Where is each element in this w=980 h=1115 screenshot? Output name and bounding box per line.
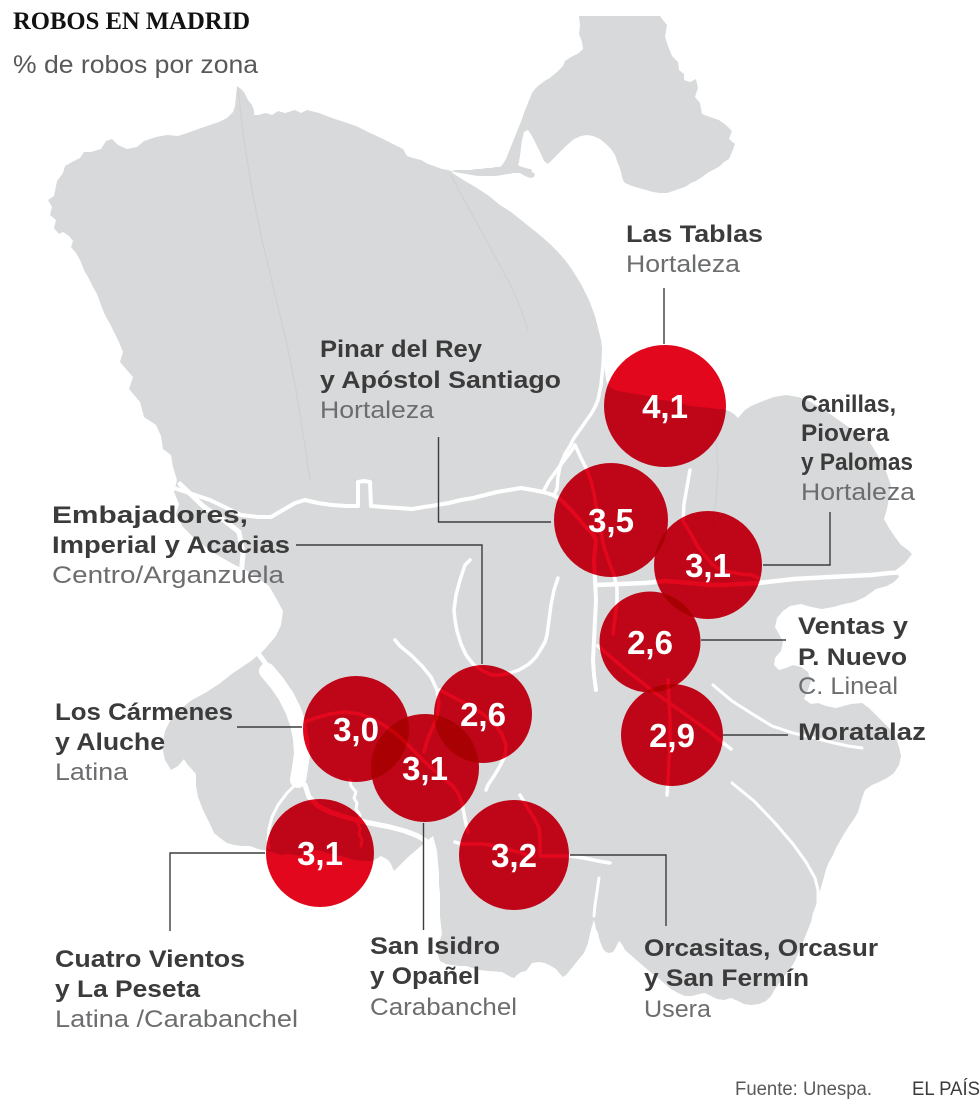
svg-text:Latina: Latina [55,759,129,786]
svg-text:Usera: Usera [644,996,712,1023]
svg-text:2,6: 2,6 [460,696,506,733]
svg-text:Las Tablas: Las Tablas [626,221,763,248]
svg-text:ROBOS EN MADRID: ROBOS EN MADRID [13,8,250,35]
svg-text:P. Nuevo: P. Nuevo [798,644,907,671]
svg-text:Latina /Carabanchel: Latina /Carabanchel [55,1006,298,1033]
svg-text:3,5: 3,5 [588,502,634,539]
svg-text:Moratalaz: Moratalaz [798,719,926,746]
svg-text:Hortaleza: Hortaleza [801,479,916,506]
svg-text:Cuatro Vientos: Cuatro Vientos [55,946,245,973]
svg-text:Pinar del Rey: Pinar del Rey [320,336,483,363]
svg-text:3,1: 3,1 [685,547,731,584]
svg-text:Hortaleza: Hortaleza [626,251,741,278]
svg-text:3,1: 3,1 [297,835,343,872]
svg-text:Embajadores,: Embajadores, [52,502,248,529]
svg-text:Ventas y: Ventas y [798,613,909,640]
svg-text:Imperial y Acacias: Imperial y Acacias [52,532,290,559]
svg-text:Centro/Arganzuela: Centro/Arganzuela [52,562,285,589]
svg-text:2,9: 2,9 [649,717,695,754]
svg-text:Hortaleza: Hortaleza [320,397,435,424]
svg-text:3,2: 3,2 [491,837,537,874]
svg-text:Orcasitas, Orcasur: Orcasitas, Orcasur [644,935,878,962]
svg-text:Los Cármenes: Los Cármenes [55,699,233,726]
svg-text:y Opañel: y Opañel [370,963,480,990]
svg-text:4,1: 4,1 [642,388,688,425]
svg-text:y San Fermín: y San Fermín [644,965,809,992]
svg-text:C. Lineal: C. Lineal [798,673,898,700]
svg-text:EL PAÍS: EL PAÍS [912,1079,980,1100]
svg-text:Fuente: Unespa.: Fuente: Unespa. [735,1079,872,1100]
svg-text:Carabanchel: Carabanchel [370,994,517,1021]
svg-text:y Palomas: y Palomas [801,449,913,476]
svg-text:2,6: 2,6 [627,624,673,661]
svg-text:Piovera: Piovera [801,420,890,447]
svg-text:y La Peseta: y La Peseta [55,976,201,1003]
svg-text:3,0: 3,0 [333,711,379,748]
svg-text:% de robos por zona: % de robos por zona [13,51,258,79]
svg-text:y Aluche: y Aluche [55,729,165,756]
svg-text:3,1: 3,1 [402,750,448,787]
svg-text:Canillas,: Canillas, [801,391,896,418]
svg-text:San Isidro: San Isidro [370,933,500,960]
svg-text:y Apóstol Santiago: y Apóstol Santiago [320,367,561,394]
